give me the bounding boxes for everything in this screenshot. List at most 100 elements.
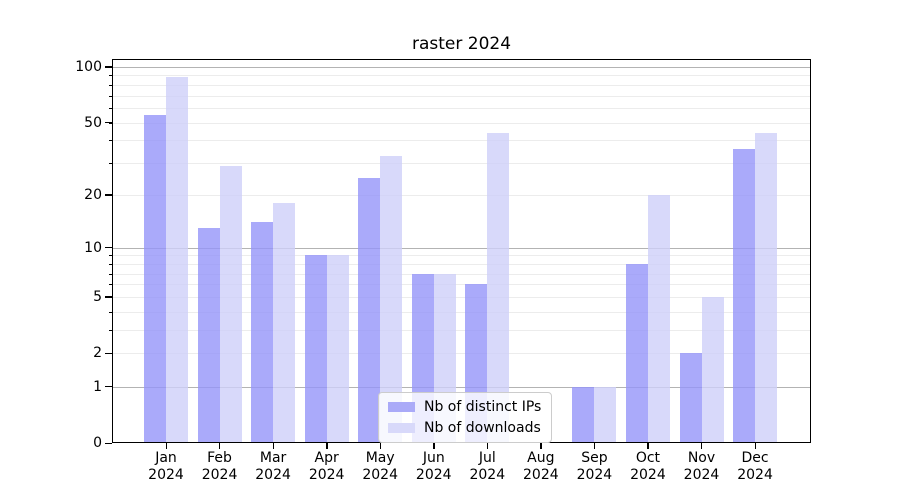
x-tick-label-may: May 2024 <box>362 450 398 483</box>
gridline-minor <box>112 284 811 286</box>
gridline-minor <box>112 330 811 332</box>
legend: Nb of distinct IPs Nb of downloads <box>378 392 553 443</box>
x-tick-mark <box>593 443 596 449</box>
gridline-minor <box>112 353 811 355</box>
y-tick-label: 20 <box>84 186 102 203</box>
y-tick-label: 100 <box>75 58 102 75</box>
bar-downloads-apr <box>326 255 349 443</box>
x-tick-label-aug: Aug 2024 <box>523 450 559 483</box>
y-tick-label: 1 <box>93 378 102 395</box>
gridline-minor <box>112 194 811 196</box>
y-tick-mark <box>105 442 112 444</box>
x-tick-mark <box>433 443 435 449</box>
y-minor-tick-mark <box>108 353 112 355</box>
bar-distinct-ips-feb <box>197 227 220 443</box>
x-tick-label-feb: Feb 2024 <box>201 450 238 483</box>
x-tick-label-jul: Jul 2024 <box>469 450 506 483</box>
x-tick-label-nov: Nov 2024 <box>683 450 720 483</box>
legend-entry-downloads: Nb of downloads <box>388 420 541 436</box>
bar-downloads-feb <box>219 165 242 443</box>
bar-distinct-ips-apr <box>304 255 327 443</box>
y-tick-mark <box>105 247 112 249</box>
gridline-minor <box>112 255 811 257</box>
legend-swatch-distinct-ips-icon <box>388 402 415 412</box>
legend-entry-distinct-ips: Nb of distinct IPs <box>388 399 541 415</box>
bar-downloads-dec <box>755 132 778 443</box>
x-tick-mark <box>486 443 489 449</box>
x-tick-mark <box>754 443 756 449</box>
x-tick-label-sep: Sep 2024 <box>576 450 613 483</box>
x-tick-mark <box>326 443 328 449</box>
gridline-minor <box>112 95 811 97</box>
y-minor-tick-mark <box>108 140 112 142</box>
gridline-major <box>112 66 811 68</box>
y-minor-tick-mark <box>108 263 112 265</box>
x-tick-label-oct: Oct 2024 <box>630 450 666 483</box>
gridline-minor <box>112 311 811 313</box>
y-minor-tick-mark <box>108 163 112 165</box>
y-tick-label: 5 <box>93 288 102 305</box>
y-minor-tick-mark <box>108 108 112 109</box>
gridline-minor <box>112 140 811 142</box>
x-tick-mark <box>379 443 382 449</box>
gridline-minor <box>112 122 811 124</box>
y-minor-tick-mark <box>108 194 112 196</box>
legend-swatch-downloads-icon <box>388 423 415 433</box>
x-tick-label-jun: Jun 2024 <box>415 450 452 483</box>
y-minor-tick-mark <box>108 95 112 97</box>
bar-distinct-ips-dec <box>733 148 756 443</box>
y-minor-tick-mark <box>108 296 112 298</box>
bar-downloads-nov <box>701 297 724 443</box>
x-tick-label-jan: Jan 2024 <box>148 450 184 483</box>
y-minor-tick-mark <box>108 75 112 77</box>
bar-distinct-ips-sep <box>572 386 595 443</box>
bar-distinct-ips-jan <box>144 114 166 443</box>
bar-distinct-ips-mar <box>251 222 274 443</box>
x-tick-mark <box>219 443 221 449</box>
bar-distinct-ips-may <box>358 177 381 443</box>
x-tick-label-mar: Mar 2024 <box>255 450 291 483</box>
x-tick-mark <box>272 443 274 449</box>
bar-downloads-sep <box>594 386 617 443</box>
y-minor-tick-mark <box>108 284 112 286</box>
y-minor-tick-mark <box>108 122 112 124</box>
bar-downloads-jan <box>166 77 188 443</box>
legend-label-downloads: Nb of downloads <box>424 420 541 436</box>
x-tick-mark <box>647 443 649 449</box>
legend-label-distinct-ips: Nb of distinct IPs <box>424 399 542 415</box>
gridline-minor <box>112 263 811 265</box>
gridline-minor <box>112 296 811 298</box>
bar-downloads-oct <box>647 194 670 443</box>
bar-distinct-ips-oct <box>625 263 648 443</box>
gridline-major <box>112 247 811 249</box>
plot-area <box>112 59 811 443</box>
y-tick-label: 10 <box>84 239 102 256</box>
y-tick-label: 50 <box>84 114 102 131</box>
gridline-minor <box>112 75 811 77</box>
gridline-minor <box>112 84 811 86</box>
x-tick-mark <box>540 443 542 449</box>
bar-downloads-may <box>380 155 403 443</box>
y-minor-tick-mark <box>108 255 112 257</box>
x-tick-label-apr: Apr 2024 <box>308 450 345 483</box>
y-minor-tick-mark <box>108 84 112 86</box>
y-tick-label: 0 <box>93 435 102 451</box>
bar-downloads-jul <box>487 132 510 443</box>
chart-title: raster 2024 <box>411 34 512 54</box>
y-minor-tick-mark <box>108 330 112 332</box>
x-tick-mark <box>701 443 703 449</box>
y-tick-mark <box>105 386 112 388</box>
y-minor-tick-mark <box>108 273 112 275</box>
gridline-minor <box>112 108 811 109</box>
bar-downloads-mar <box>273 203 296 443</box>
y-tick-mark <box>105 66 112 68</box>
bar-distinct-ips-nov <box>679 353 702 443</box>
gridline-minor <box>112 163 811 165</box>
y-tick-label: 2 <box>93 345 102 362</box>
gridline-minor <box>112 273 811 275</box>
x-tick-mark <box>165 443 167 449</box>
gridline-major <box>112 386 811 388</box>
y-minor-tick-mark <box>108 311 112 313</box>
x-tick-label-dec: Dec 2024 <box>737 450 773 483</box>
